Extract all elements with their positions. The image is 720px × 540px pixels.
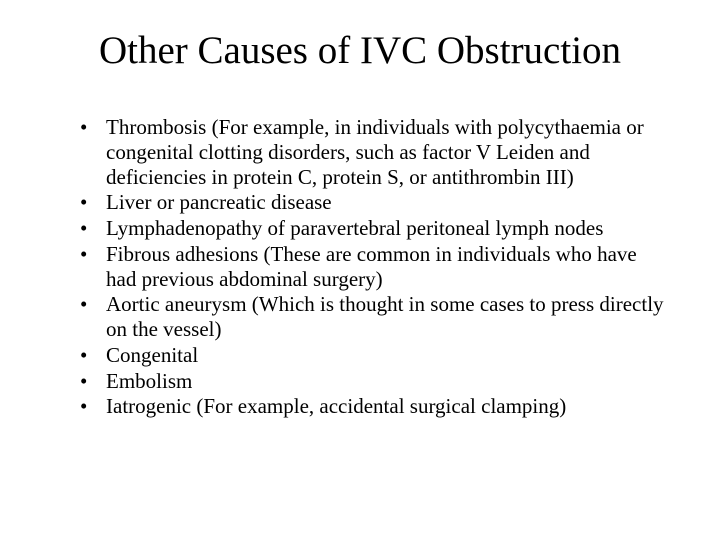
bullet-item: Lymphadenopathy of paravertebral periton… bbox=[86, 216, 672, 241]
bullet-item: Iatrogenic (For example, accidental surg… bbox=[86, 394, 672, 419]
slide: Other Causes of IVC Obstruction Thrombos… bbox=[0, 0, 720, 540]
bullet-item: Embolism bbox=[86, 369, 672, 394]
slide-title: Other Causes of IVC Obstruction bbox=[48, 28, 672, 73]
bullet-item: Congenital bbox=[86, 343, 672, 368]
bullet-item: Fibrous adhesions (These are common in i… bbox=[86, 242, 672, 292]
bullet-item: Thrombosis (For example, in individuals … bbox=[86, 115, 672, 189]
bullet-list: Thrombosis (For example, in individuals … bbox=[48, 115, 672, 419]
bullet-item: Aortic aneurysm (Which is thought in som… bbox=[86, 292, 672, 342]
bullet-item: Liver or pancreatic disease bbox=[86, 190, 672, 215]
